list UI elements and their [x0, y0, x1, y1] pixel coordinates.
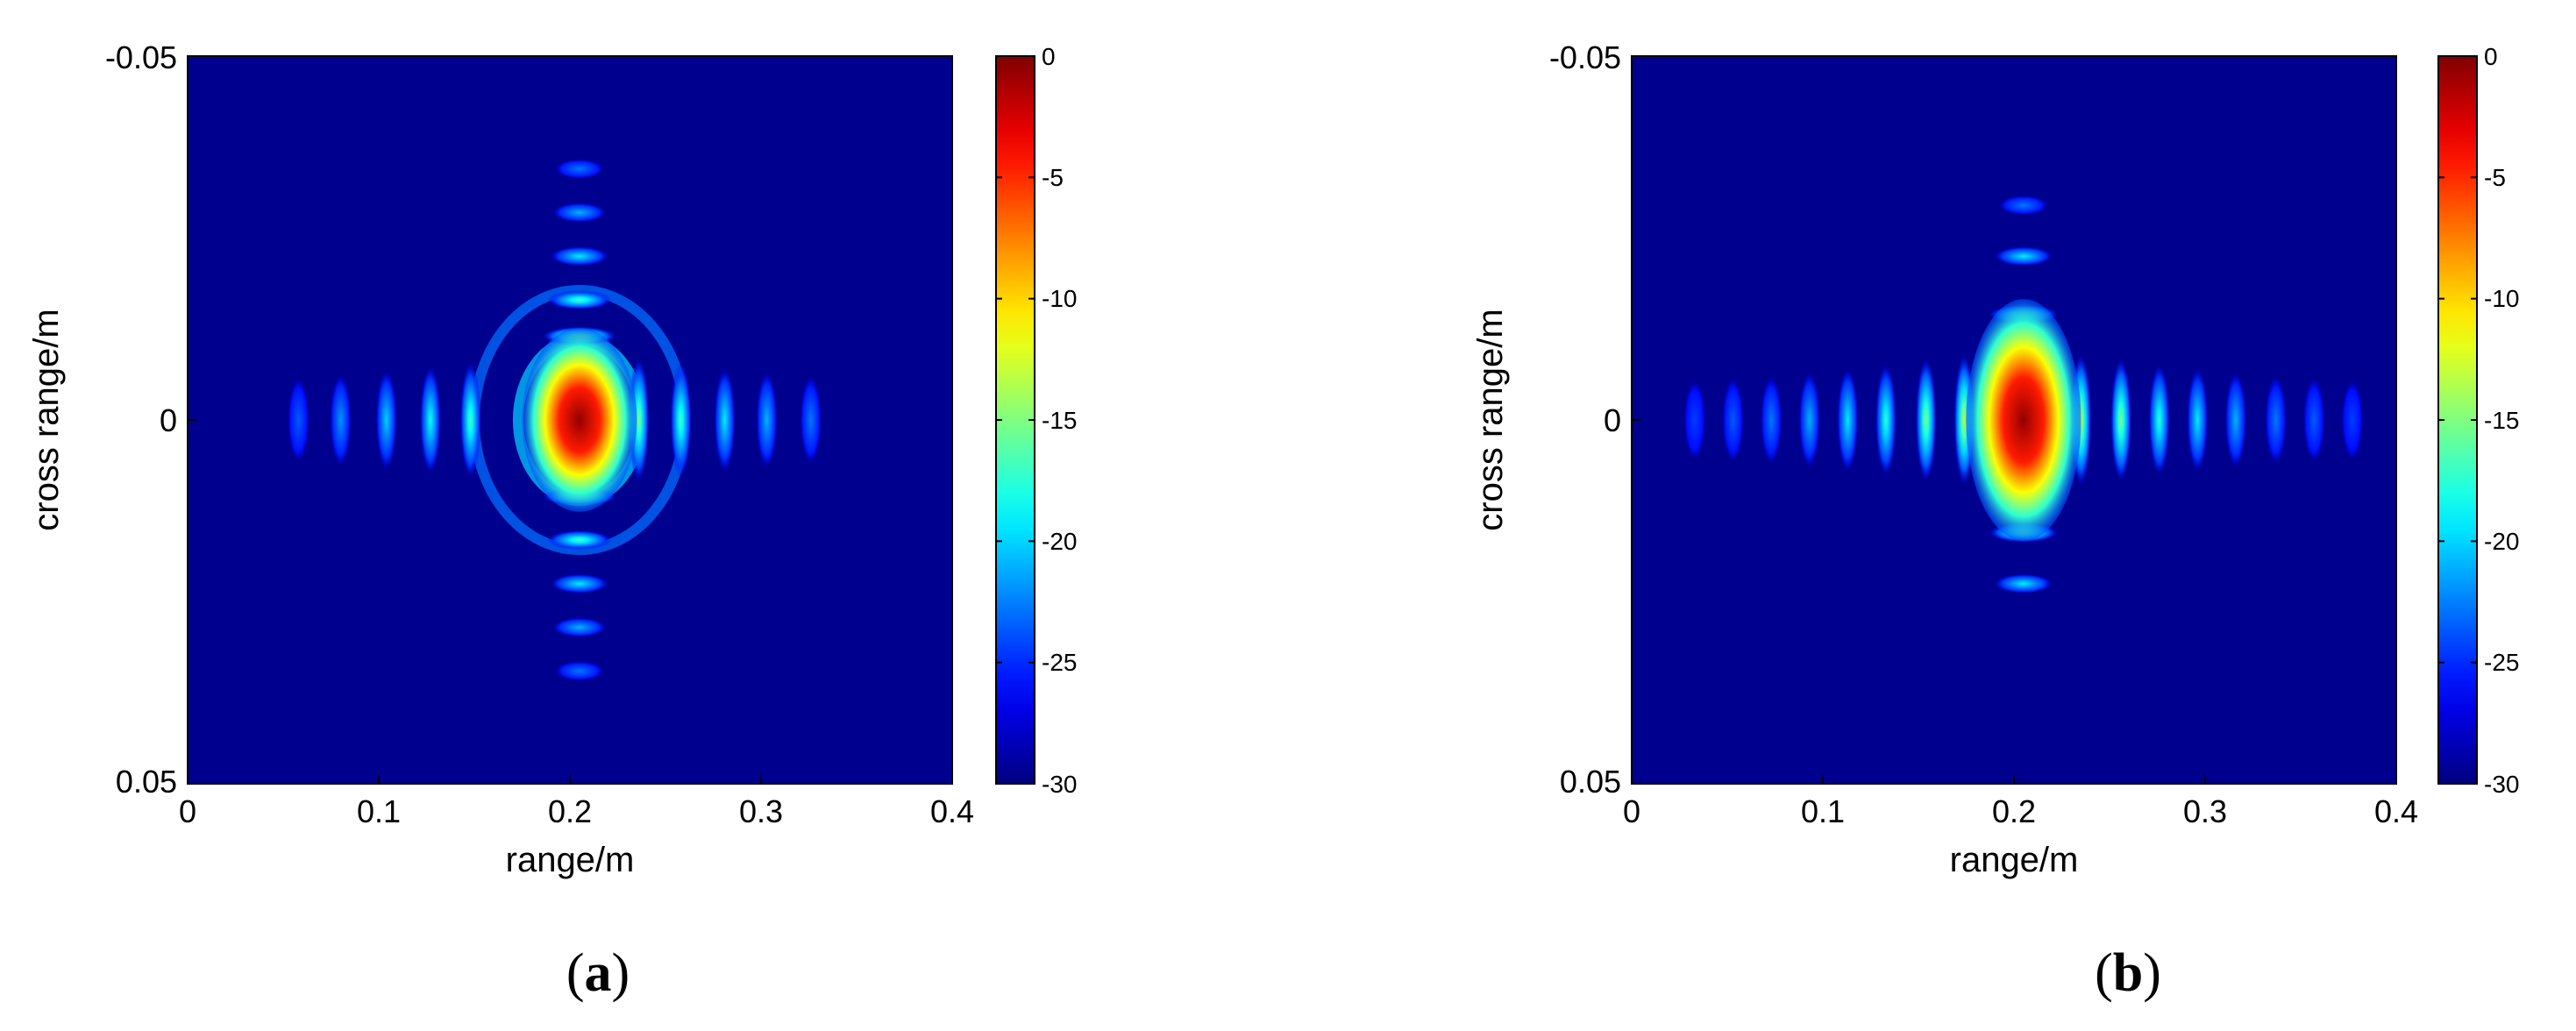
- x-axis-a: 0 0.1 0.2 0.3 0.4 range/m: [179, 775, 974, 879]
- mainlobe-peak: [1966, 299, 2081, 541]
- range-sidelobe: [1722, 379, 1744, 461]
- range-sidelobe: [1798, 373, 1820, 467]
- range-sidelobe: [1837, 368, 1859, 472]
- x-axis-label: range/m: [506, 841, 635, 879]
- panel-label-b: (b): [2095, 943, 2161, 1003]
- mainlobe-peak: [522, 328, 637, 512]
- range-sidelobe: [1915, 358, 1937, 482]
- colorbar-tick-label: -30: [1042, 771, 1077, 798]
- range-sidelobe: [2265, 376, 2287, 464]
- y-tick-label: -0.05: [105, 39, 177, 75]
- y-tick-label: 0.05: [116, 764, 177, 800]
- y-tick-label: -0.05: [1549, 39, 1621, 75]
- cross-sidelobe: [551, 573, 608, 594]
- range-sidelobe: [1761, 376, 1783, 464]
- cross-sidelobe: [551, 246, 608, 267]
- heatmap-marks-a: [288, 159, 822, 681]
- range-sidelobe: [2187, 368, 2209, 472]
- range-sidelobe: [288, 379, 310, 461]
- x-axis-label: range/m: [1950, 841, 2079, 879]
- colorbar-gradient: [996, 56, 1035, 784]
- y-axis-a: -0.05 0 0.05 cross range/m: [27, 39, 196, 800]
- x-tick-label: 0.4: [930, 793, 974, 829]
- x-tick-label: 0: [1623, 793, 1640, 829]
- range-sidelobe: [1683, 380, 1705, 459]
- x-tick-label: 0.3: [2183, 793, 2227, 829]
- colorbar-tick-label: -30: [2484, 771, 2519, 798]
- range-sidelobe: [459, 362, 481, 478]
- colorbar-tick-label: -25: [2484, 649, 2519, 676]
- range-sidelobe: [2341, 380, 2363, 459]
- y-axis-b: -0.05 0 0.05 cross range/m: [1471, 39, 1640, 800]
- range-sidelobe: [756, 373, 778, 467]
- cross-sidelobe: [555, 661, 604, 681]
- range-sidelobe: [670, 362, 692, 478]
- cross-sidelobe: [1999, 196, 2048, 216]
- colorbar-tick-label: 0: [2484, 43, 2498, 70]
- colorbar-tick-label: -15: [2484, 407, 2519, 434]
- x-tick-label: 0: [179, 793, 196, 829]
- colorbar-gradient: [2438, 56, 2477, 784]
- cross-sidelobe: [1995, 246, 2053, 267]
- y-tick-label: 0: [1604, 402, 1621, 438]
- range-sidelobe: [419, 366, 441, 473]
- colorbar-tick-label: 0: [1042, 43, 1056, 70]
- colorbar-tick-label: -10: [2484, 285, 2519, 312]
- colorbar-tick-label: -20: [2484, 528, 2519, 555]
- x-tick-label: 0.2: [548, 793, 592, 829]
- colorbar-tick-label: -5: [1042, 164, 1064, 191]
- colorbar-tick-label: -20: [1042, 528, 1077, 555]
- colorbar-tick-label: -15: [1042, 407, 1077, 434]
- range-sidelobe: [2148, 364, 2170, 476]
- chart-panel-b: 0 0.1 0.2 0.3 0.4 range/m -0.05 0 0.05 c…: [1471, 39, 2519, 1003]
- chart-panel-a: 0 0.1 0.2 0.3 0.4 range/m -0.05 0 0.05 c…: [27, 39, 1077, 1003]
- cross-sidelobe: [547, 290, 612, 310]
- range-sidelobe: [330, 374, 352, 466]
- range-sidelobe: [800, 376, 822, 464]
- range-sidelobe: [714, 368, 736, 472]
- colorbar-tick-label: -10: [1042, 285, 1077, 312]
- cross-sidelobe: [555, 159, 604, 179]
- cross-sidelobe: [1995, 573, 2053, 594]
- x-tick-label: 0.4: [2374, 793, 2418, 829]
- x-axis-b: 0 0.1 0.2 0.3 0.4 range/m: [1623, 775, 2418, 879]
- range-sidelobe: [2224, 373, 2246, 467]
- y-axis-label: cross range/m: [27, 309, 66, 530]
- y-tick-label: 0: [160, 402, 177, 438]
- heatmap-marks-b: [1683, 196, 2363, 594]
- colorbar-a: 0 -5 -10 -15 -20 -25 -30: [995, 43, 1077, 798]
- x-tick-label: 0.2: [1992, 793, 2036, 829]
- panel-label-a: (a): [566, 943, 630, 1003]
- range-sidelobe: [375, 370, 397, 470]
- colorbar-tick-label: -5: [2484, 164, 2506, 191]
- range-sidelobe: [1875, 364, 1896, 476]
- cross-sidelobe: [552, 203, 606, 223]
- x-tick-label: 0.3: [739, 793, 783, 829]
- y-tick-label: 0.05: [1560, 764, 1621, 800]
- cross-sidelobe: [547, 530, 612, 550]
- range-sidelobe: [2110, 358, 2132, 482]
- cross-sidelobe: [552, 617, 606, 637]
- colorbar-tick-label: -25: [1042, 649, 1077, 676]
- y-axis-label: cross range/m: [1471, 309, 1510, 530]
- range-sidelobe: [2303, 379, 2325, 461]
- x-tick-label: 0.1: [357, 793, 401, 829]
- x-tick-label: 0.1: [1801, 793, 1845, 829]
- colorbar-b: 0 -5 -10 -15 -20 -25 -30: [2437, 43, 2519, 798]
